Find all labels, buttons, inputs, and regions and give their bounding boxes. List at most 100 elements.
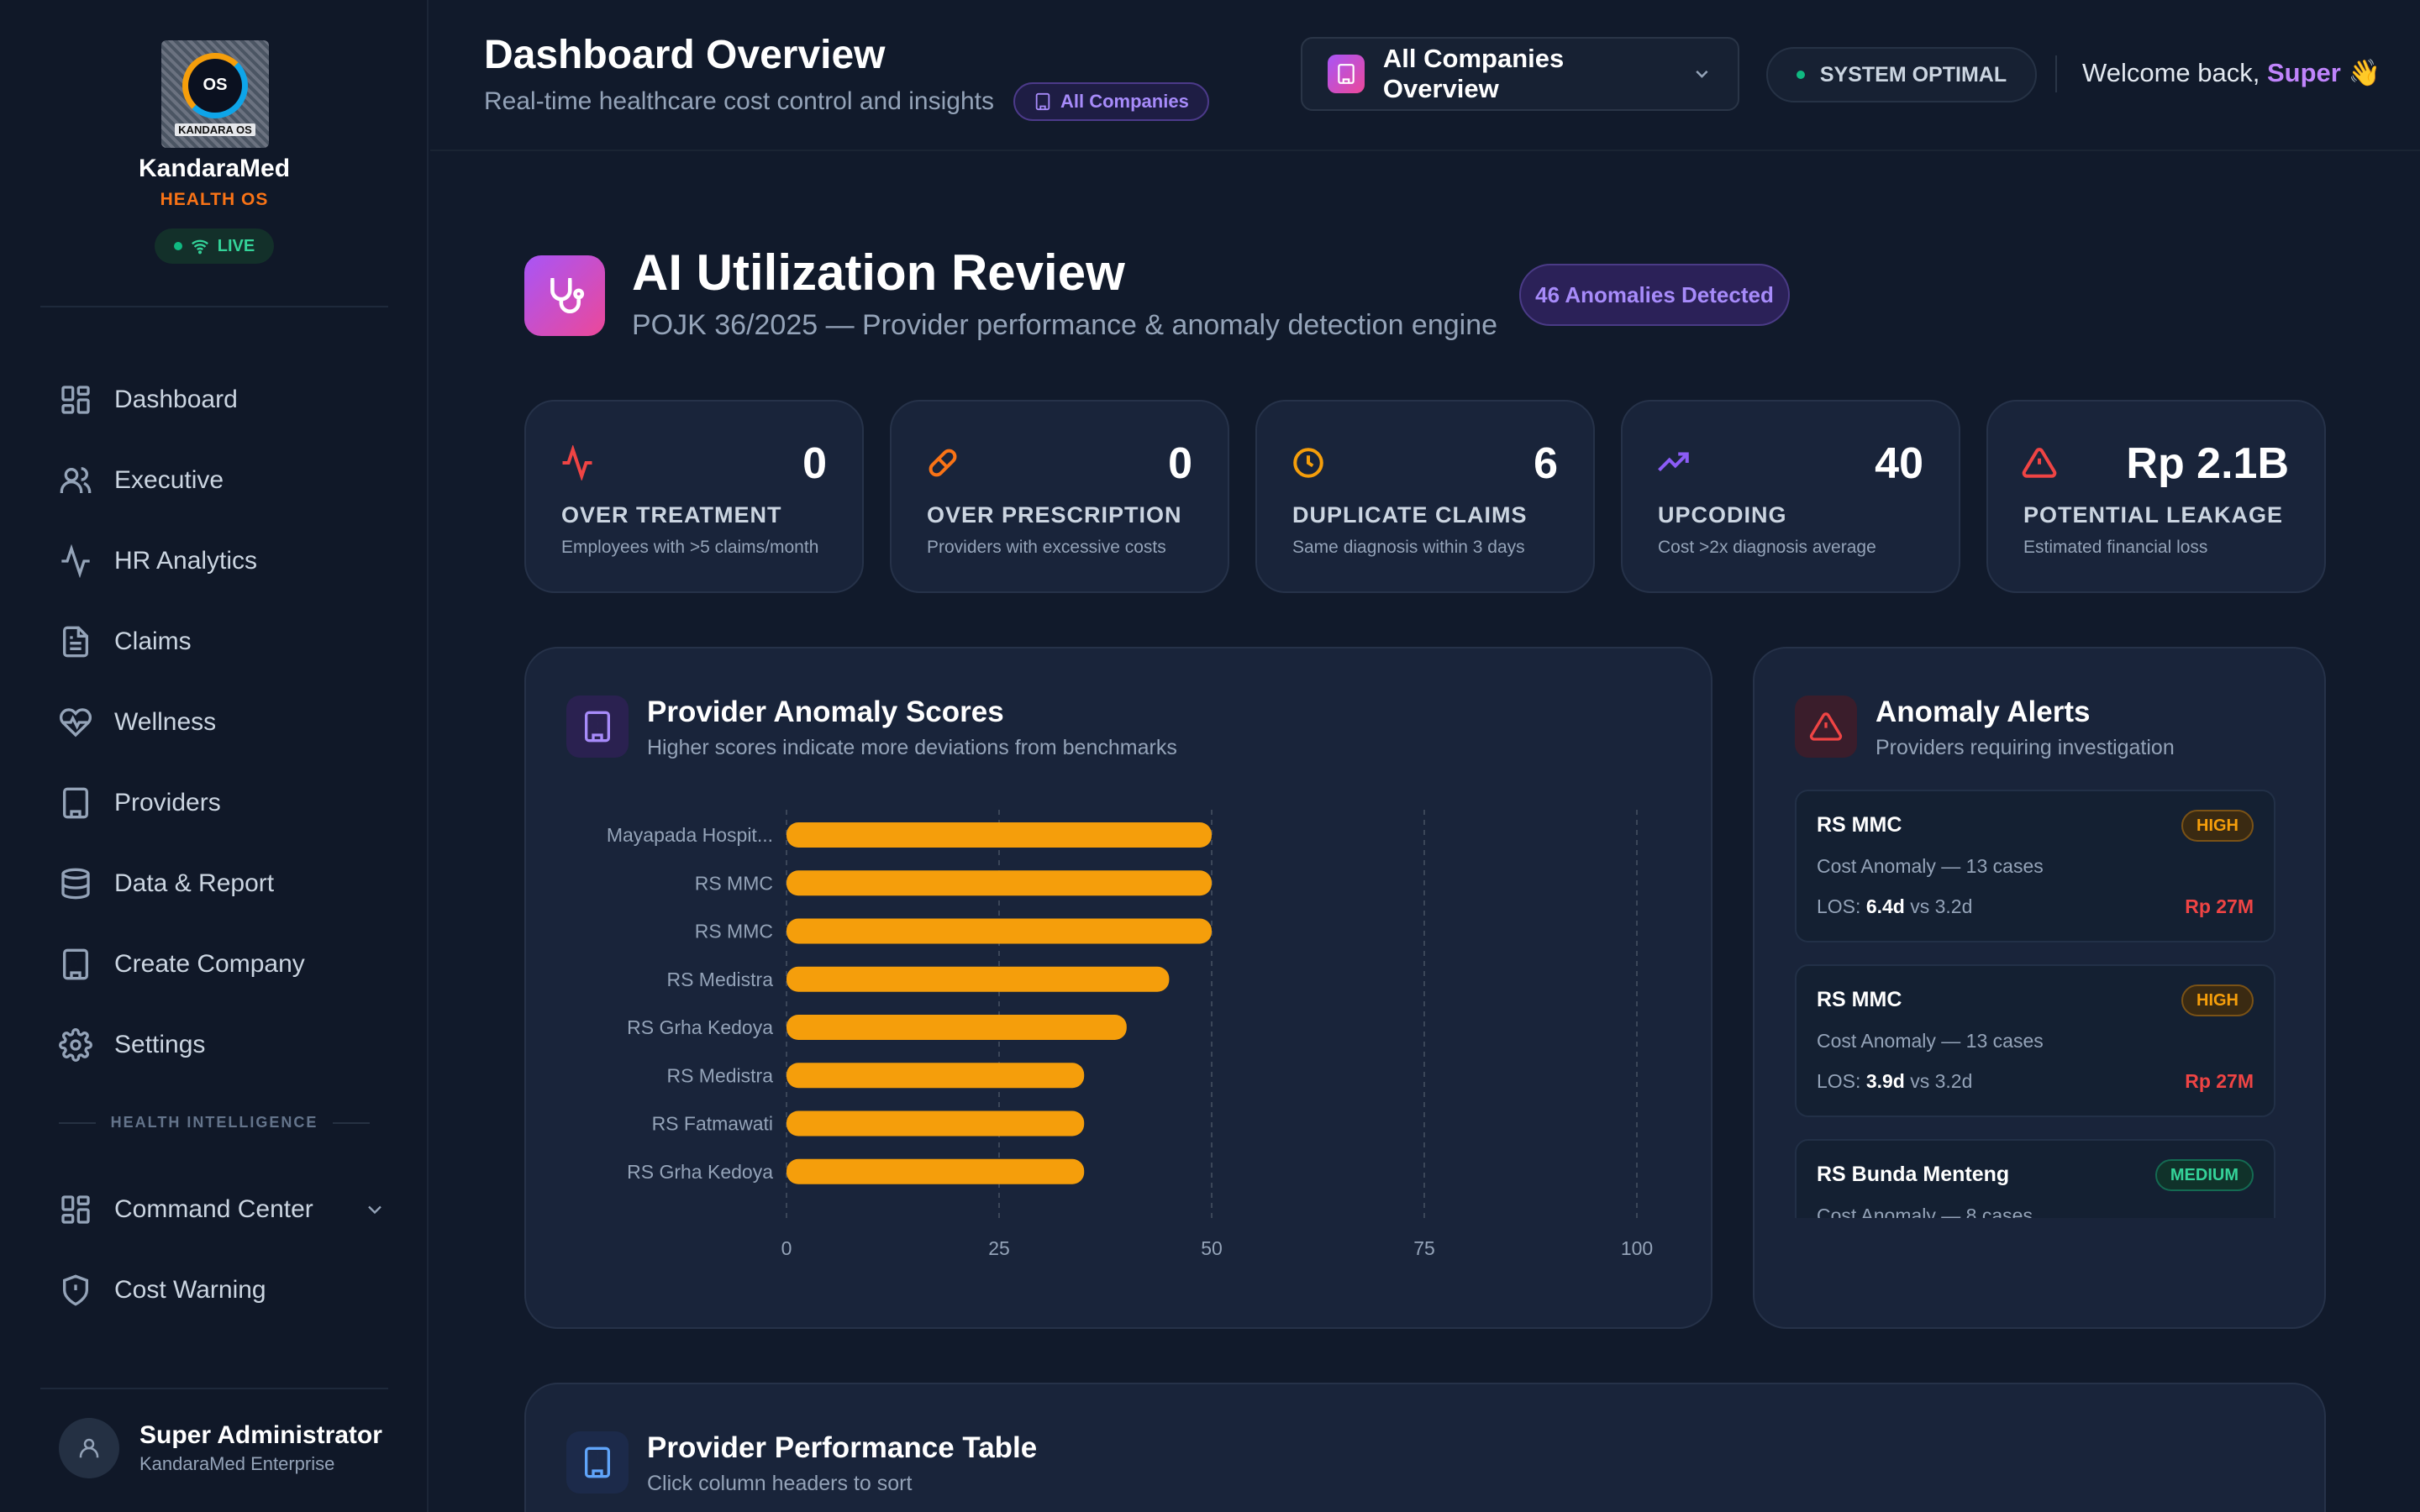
category-label: RS Medistra: [666, 1064, 773, 1086]
los-prefix: LOS:: [1817, 1070, 1861, 1092]
nav-providers[interactable]: Providers: [59, 780, 387, 827]
building-icon: [585, 1446, 610, 1478]
x-tick-label: 50: [1201, 1237, 1223, 1259]
header-divider: [2055, 55, 2057, 92]
panel-title: Provider Anomaly Scores: [647, 696, 1004, 728]
nav-label: Create Company: [114, 950, 305, 978]
grid-icon: [61, 386, 90, 414]
category-label: RS Fatmawati: [652, 1113, 773, 1135]
alert-amount: Rp 27M: [2185, 1070, 2254, 1092]
nav-create-company[interactable]: Create Company: [59, 941, 387, 988]
nav-label: Wellness: [114, 708, 217, 736]
grid-icon: [61, 1195, 90, 1224]
company-select[interactable]: All Companies Overview: [1301, 37, 1739, 111]
chevron-down-icon: [1696, 70, 1708, 78]
category-label: Mayapada Hospit...: [607, 824, 773, 846]
user-profile[interactable]: Super Administrator KandaraMed Enterpris…: [59, 1418, 382, 1478]
page-subtitle: POJK 36/2025 — Provider performance & an…: [632, 309, 1498, 341]
anomalies-detected-badge[interactable]: 46 Anomalies Detected: [1519, 264, 1790, 326]
all-companies-chip[interactable]: All Companies: [1013, 82, 1209, 121]
section-label-text: HEALTH INTELLIGENCE: [110, 1114, 318, 1131]
severity-badge: MEDIUM: [2154, 1159, 2254, 1191]
logo-ring: OS: [182, 52, 248, 118]
stat-card-upcoding[interactable]: 40 UPCODING Cost >2x diagnosis average: [1621, 400, 1960, 593]
bar: [786, 1158, 1085, 1184]
app-logo[interactable]: OS KANDARA OS: [161, 40, 269, 148]
brand-subtitle: HEALTH OS: [160, 190, 269, 209]
nav-executive[interactable]: Executive: [59, 457, 387, 504]
live-dot: [173, 242, 182, 250]
chip-label: All Companies: [1060, 91, 1189, 112]
stat-description: Cost >2x diagnosis average: [1658, 538, 1876, 557]
stat-value: Rp 2.1B: [2126, 439, 2289, 488]
welcome-name: Super: [2266, 58, 2341, 87]
stat-value: 0: [802, 439, 827, 488]
alert-card[interactable]: RS MMC HIGH Cost Anomaly — 13 cases LOS: 3.…: [1795, 964, 2275, 1117]
clock-icon: [1293, 448, 1323, 478]
nav-label: Claims: [114, 627, 192, 655]
los-value: 3.9d: [1865, 1070, 1905, 1092]
page-title: AI Utilization Review: [632, 244, 1125, 301]
alert-los: LOS: 3.9d vs 3.2d: [1817, 1070, 1972, 1093]
stethoscope-icon: [524, 255, 605, 336]
live-label: LIVE: [217, 236, 255, 255]
nav-label: Command Center: [114, 1195, 313, 1223]
stat-card-duplicate-claims[interactable]: 6 DUPLICATE CLAIMS Same diagnosis within…: [1255, 400, 1595, 593]
stat-description: Employees with >5 claims/month: [561, 538, 819, 557]
category-label: RS Grha Kedoya: [627, 1161, 773, 1183]
sidebar-divider: [40, 306, 388, 307]
logo-text: OS: [203, 76, 228, 94]
stat-description: Estimated financial loss: [2023, 538, 2208, 557]
alert-description: Cost Anomaly — 13 cases: [1817, 855, 2044, 877]
building-icon: [1035, 92, 1050, 111]
provider-performance-table-panel: Provider Performance Table Click column …: [524, 1383, 2326, 1512]
top-header: Dashboard Overview Real-time healthcare …: [430, 0, 2420, 151]
alert-amount: Rp 27M: [2185, 895, 2254, 917]
stat-card-over-treatment[interactable]: 0 OVER TREATMENT Employees with >5 claim…: [524, 400, 864, 593]
system-status-badge: SYSTEM OPTIMAL: [1766, 47, 2037, 102]
nav-data-report[interactable]: Data & Report: [59, 860, 387, 907]
section-label-health-intelligence: HEALTH INTELLIGENCE: [59, 1114, 370, 1131]
status-dot: [1796, 71, 1805, 79]
alert-triangle-icon: [1809, 712, 1843, 741]
los-prefix: LOS:: [1817, 895, 1861, 917]
los-value: 6.4d: [1865, 895, 1905, 917]
panel-icon: [566, 696, 629, 758]
stat-card-potential-leakage[interactable]: Rp 2.1B POTENTIAL LEAKAGE Estimated fina…: [1986, 400, 2326, 593]
users-icon: [60, 467, 92, 493]
panel-icon: [566, 1431, 629, 1494]
nav-hr-analytics[interactable]: HR Analytics: [59, 538, 387, 585]
stat-description: Providers with excessive costs: [927, 538, 1166, 557]
database-icon: [61, 868, 90, 900]
activity-icon: [562, 445, 592, 480]
category-label: RS Grha Kedoya: [627, 1016, 773, 1038]
nav-claims[interactable]: Claims: [59, 618, 387, 665]
nav-dashboard[interactable]: Dashboard: [59, 376, 387, 423]
alert-card[interactable]: RS Bunda Menteng MEDIUM Cost Anomaly — 8 c…: [1795, 1139, 2275, 1218]
trending-up-icon: [1658, 452, 1689, 472]
nav-label: Executive: [114, 466, 224, 494]
los-benchmark: vs 3.2d: [1910, 895, 1973, 917]
user-icon: [79, 1438, 99, 1458]
gear-icon: [59, 1028, 92, 1062]
nav-label: Providers: [114, 789, 221, 816]
panel-icon: [1795, 696, 1857, 758]
alert-list[interactable]: RS MMC HIGH Cost Anomaly — 13 cases LOS: 6.…: [1795, 790, 2275, 1218]
heart-pulse-icon: [59, 708, 92, 738]
welcome-prefix: Welcome back,: [2082, 58, 2260, 87]
stat-label: OVER PRESCRIPTION: [927, 502, 1182, 528]
nav-settings[interactable]: Settings: [59, 1021, 387, 1068]
provider-anomaly-scores-panel: Provider Anomaly Scores Higher scores in…: [524, 647, 1712, 1329]
severity-badge: HIGH: [2181, 984, 2254, 1016]
company-select-icon: [1328, 55, 1365, 93]
stat-label: OVER TREATMENT: [561, 502, 782, 528]
nav-wellness[interactable]: Wellness: [59, 699, 387, 746]
nav-command-center[interactable]: Command Center: [59, 1186, 387, 1233]
nav-cost-warning[interactable]: Cost Warning: [59, 1267, 387, 1314]
bar: [786, 1063, 1085, 1089]
alert-card[interactable]: RS MMC HIGH Cost Anomaly — 13 cases LOS: 6.…: [1795, 790, 2275, 942]
x-tick-label: 100: [1621, 1237, 1653, 1259]
nav-label: Settings: [114, 1031, 206, 1058]
avatar: [59, 1418, 119, 1478]
stat-card-over-prescription[interactable]: 0 OVER PRESCRIPTION Providers with exces…: [890, 400, 1229, 593]
